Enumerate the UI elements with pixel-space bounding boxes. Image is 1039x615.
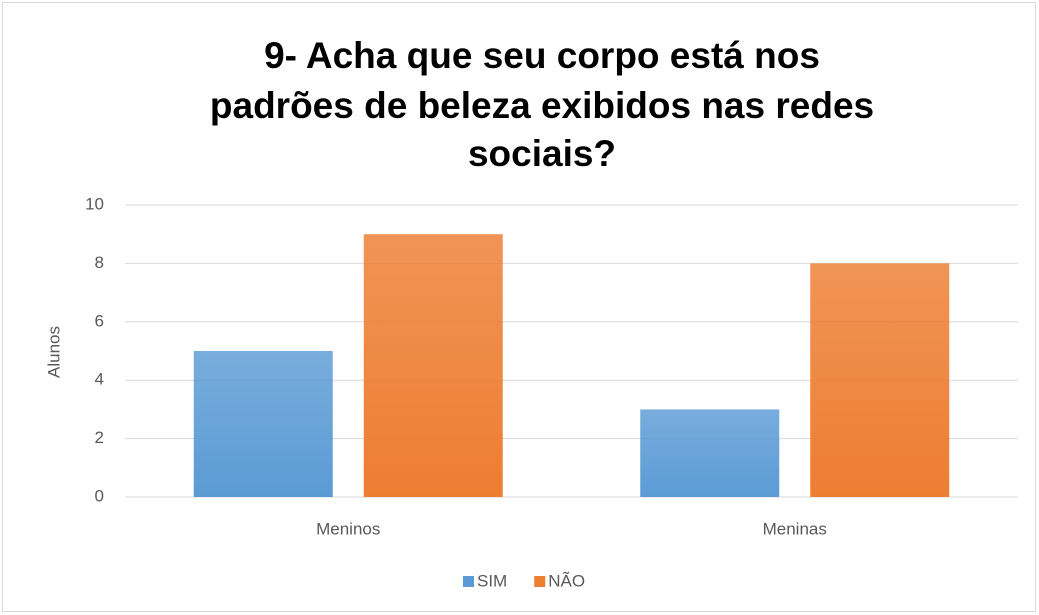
y-tick-label: 4 — [95, 370, 104, 389]
y-axis-label: Alunos — [44, 326, 63, 378]
bar — [810, 263, 950, 497]
y-tick-label: 10 — [85, 194, 104, 213]
legend-swatch — [463, 576, 474, 587]
bar — [363, 234, 503, 497]
y-tick-label: 6 — [95, 311, 104, 330]
chart-title: 9- Acha que seu corpo está nos — [264, 35, 820, 76]
legend-label: NÃO — [548, 571, 585, 590]
y-tick-label: 8 — [95, 253, 104, 272]
legend-swatch — [534, 576, 546, 587]
x-tick-label: Meninos — [316, 519, 380, 538]
y-tick-label: 2 — [95, 428, 104, 447]
bar — [193, 351, 333, 497]
x-tick-label: Meninas — [763, 519, 827, 538]
y-tick-label: 0 — [95, 486, 104, 505]
bar — [640, 409, 780, 497]
chart-title: padrões de beleza exibidos nas redes — [210, 85, 874, 126]
legend-label: SIM — [477, 571, 507, 590]
chart-title: sociais? — [468, 133, 616, 174]
